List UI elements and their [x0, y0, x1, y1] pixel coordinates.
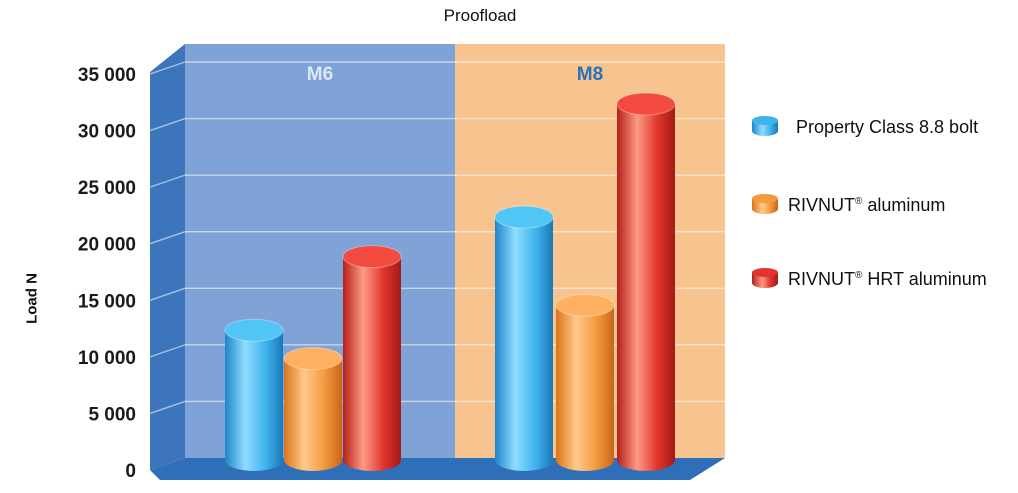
legend-label: Property Class 8.8 bolt [796, 116, 979, 137]
legend-swatch [752, 116, 778, 138]
bar-m6-series-3 [342, 245, 402, 471]
bar-m8-series-3 [616, 92, 676, 471]
legend-item: Property Class 8.8 bolt [752, 112, 978, 142]
gridline-side [149, 400, 186, 415]
gridline-side [149, 174, 186, 188]
legend-swatch [752, 268, 778, 290]
gridline-side [149, 231, 186, 245]
bar-body [343, 256, 401, 471]
y-tick-label: 30 000 [78, 122, 136, 143]
bar-top [342, 245, 402, 269]
legend-label: RIVNUT® aluminum [788, 194, 946, 215]
bar-body [556, 305, 614, 471]
bar-body [225, 330, 283, 471]
gridline-side [149, 344, 186, 358]
bar-body [617, 103, 675, 471]
bar-body [284, 358, 342, 471]
bar-m8-series-2 [555, 293, 615, 471]
y-tick-label: 20 000 [78, 235, 136, 256]
legend-label: RIVNUT® HRT aluminum [788, 268, 987, 289]
gridline-side [149, 287, 186, 301]
y-tick-label: 5 000 [88, 404, 136, 425]
bar-body [495, 217, 553, 471]
chart-title: Proofload [443, 6, 517, 25]
category-label-m6: M6 [307, 64, 333, 85]
y-tick-label: 15 000 [78, 291, 136, 312]
legend-item: RIVNUT® aluminum [752, 190, 945, 220]
bar-m6-series-1 [224, 318, 284, 471]
bar-m8-series-1 [494, 205, 554, 471]
bar-top [555, 293, 615, 317]
category-label-m8: M8 [577, 64, 603, 85]
bar-top [224, 318, 284, 342]
bar-top [616, 92, 676, 116]
y-tick-label: 0 [125, 461, 136, 482]
y-tick-label: 10 000 [78, 348, 136, 369]
bar-top [494, 205, 554, 229]
side-wall [150, 44, 185, 470]
y-tick-label: 25 000 [78, 178, 136, 199]
gridline-side [149, 117, 186, 132]
bar-m6-series-2 [283, 347, 343, 471]
legend-swatch [752, 194, 778, 216]
bar-top [283, 347, 343, 371]
gridline-side [149, 61, 186, 75]
legend-item: RIVNUT® HRT aluminum [752, 264, 987, 294]
y-tick-label: 35 000 [78, 65, 136, 86]
